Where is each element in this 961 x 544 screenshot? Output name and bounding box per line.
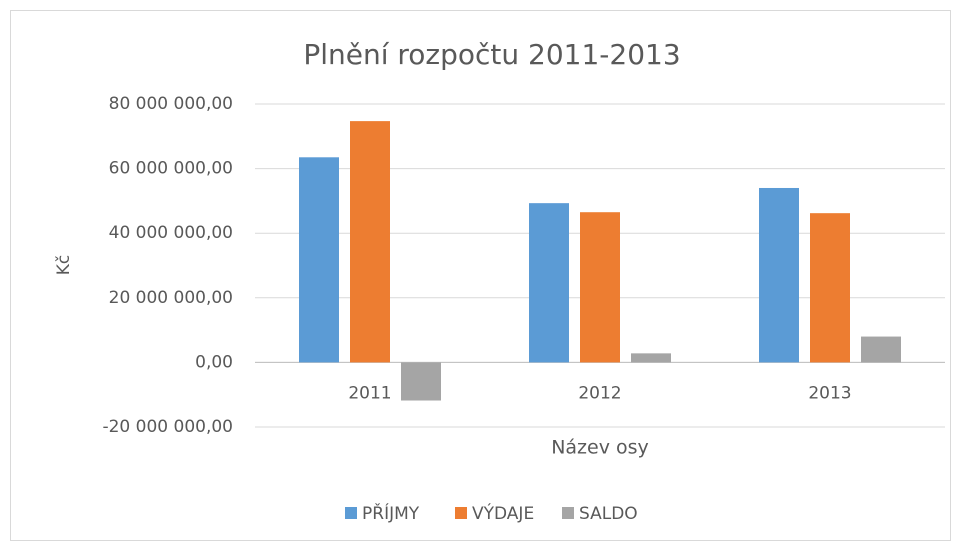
bar xyxy=(631,353,671,363)
chart-title: Plnění rozpočtu 2011-2013 xyxy=(303,38,680,71)
y-axis-title: Kč xyxy=(54,255,74,276)
y-tick-label: 80 000 000,00 xyxy=(109,94,233,114)
x-tick-label: 2012 xyxy=(578,383,621,403)
y-tick-label: 60 000 000,00 xyxy=(109,159,233,179)
y-tick-label: 0,00 xyxy=(195,352,233,372)
chart-frame xyxy=(10,10,951,541)
legend-swatch xyxy=(562,507,574,519)
bar xyxy=(810,213,850,363)
legend-swatch xyxy=(455,507,467,519)
x-tick-label: 2011 xyxy=(348,383,391,403)
x-tick-label: 2013 xyxy=(808,383,851,403)
legend-label: SALDO xyxy=(579,504,638,524)
legend-label: VÝDAJE xyxy=(472,502,534,524)
bar xyxy=(580,212,620,363)
bar xyxy=(759,187,799,363)
bar xyxy=(350,121,390,363)
y-tick-label: -20 000 000,00 xyxy=(102,417,233,437)
y-tick-label: 20 000 000,00 xyxy=(109,288,233,308)
x-axis-title: Název osy xyxy=(551,437,649,459)
bar xyxy=(529,203,569,363)
bar xyxy=(401,362,441,401)
legend-label: PŘÍJMY xyxy=(362,502,420,524)
bar xyxy=(299,157,339,363)
legend-swatch xyxy=(345,507,357,519)
bar xyxy=(861,336,901,363)
y-tick-label: 40 000 000,00 xyxy=(109,223,233,243)
